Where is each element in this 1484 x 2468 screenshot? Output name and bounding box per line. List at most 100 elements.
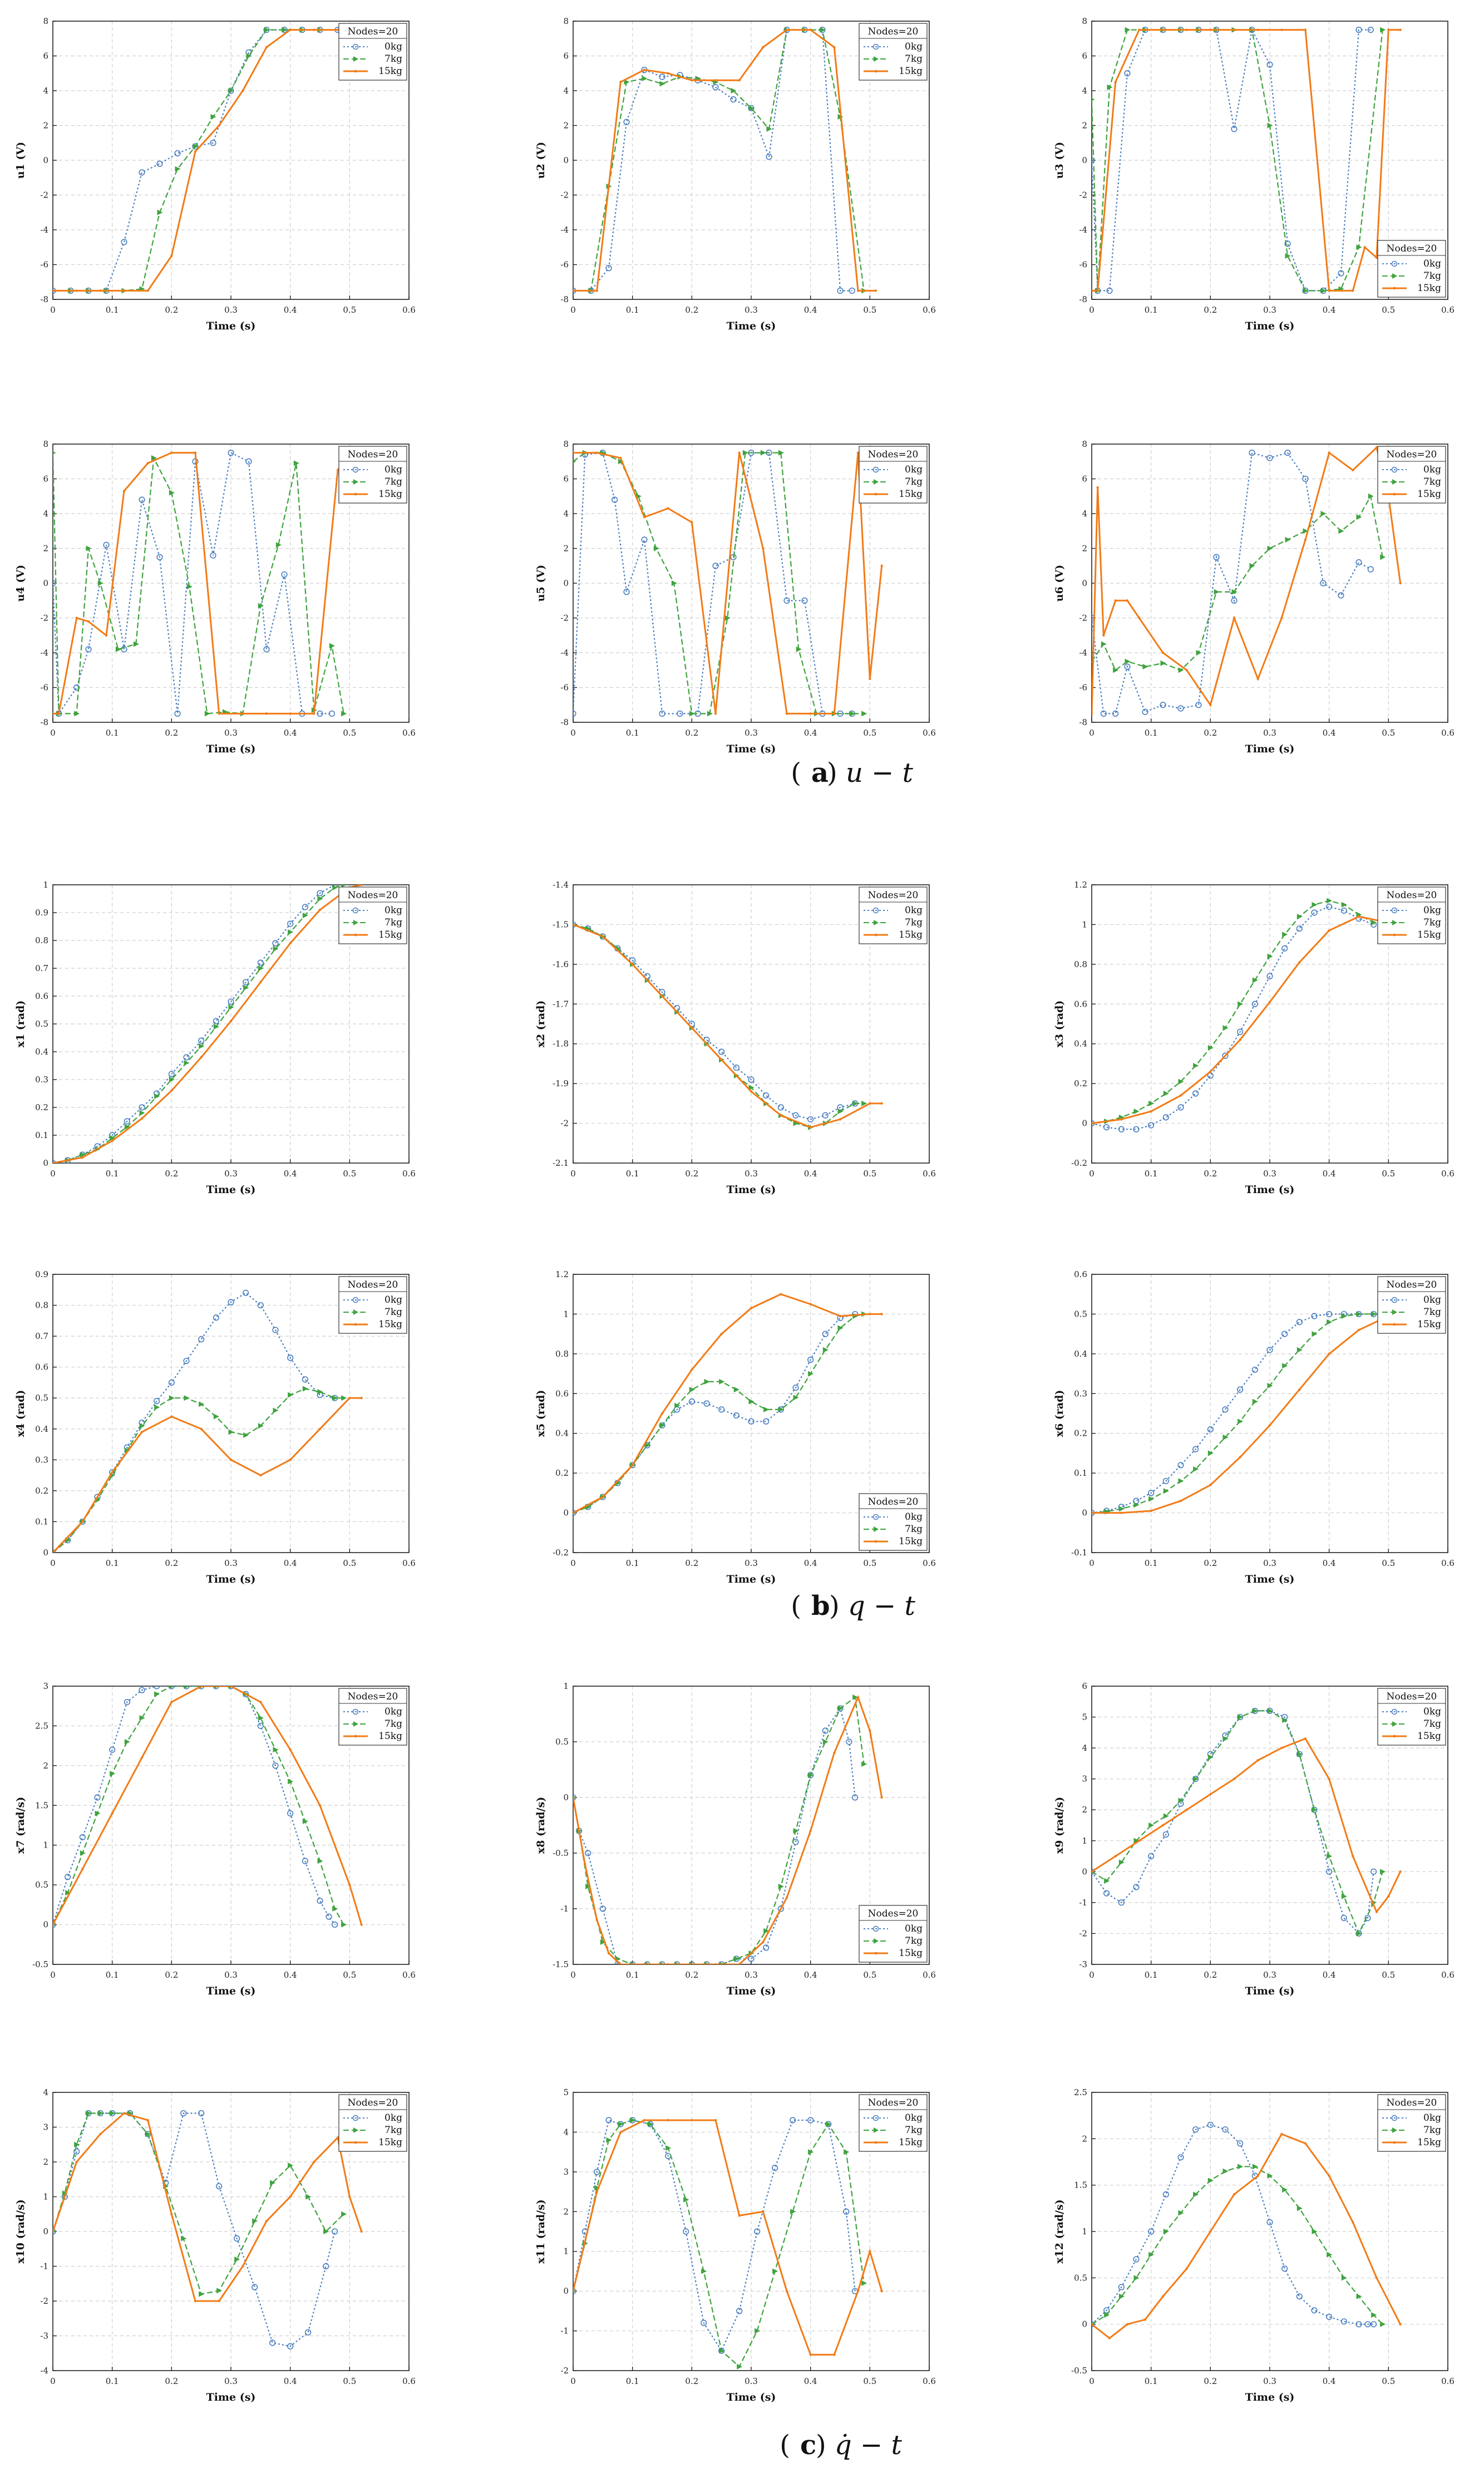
data-point-0kg [228,1299,234,1306]
y-tick-label: 2 [1082,2134,1087,2144]
x-axis-label: Time (s) [206,743,256,755]
x-tick-label: 0.2 [685,1169,698,1179]
data-point-7kg [820,27,826,33]
data-point-7kg [837,1706,844,1711]
series-layer [573,921,883,1130]
data-point-15kg [1239,1038,1241,1041]
data-point-0kg [1100,710,1107,717]
x-tick-label: 0.2 [165,728,178,738]
y-tick-label: -1.9 [553,1078,569,1088]
x-tick-label: 0.5 [343,2376,356,2386]
y-tick-label: 4 [1082,509,1087,519]
data-point-15kg [1298,1388,1301,1391]
series-line-15kg [53,885,362,1163]
data-point-0kg [718,1406,725,1413]
data-point-7kg [169,1686,175,1689]
x-tick-label: 0.2 [685,728,698,738]
data-point-15kg [691,1368,693,1371]
data-point-15kg [573,289,575,292]
chart-3: 0 0.1 0.2 0.3 0.4 0.5 0.6 -8 -6 -4 -2 0 2 4 6 8 Time (s)… [1053,16,1455,332]
data-point-0kg [807,1356,814,1363]
data-point-15kg [289,1748,292,1751]
x-tick-label: 0.4 [284,728,297,738]
data-point-7kg [793,1828,799,1834]
legend-label-7kg: 7kg [384,53,402,65]
legend-label-0kg: 0kg [384,1706,402,1717]
y-axis-label: u6 (V) [1053,565,1066,602]
data-point-0kg [156,160,163,167]
data-point-0kg [822,1112,829,1119]
data-point-7kg [186,584,193,590]
y-tick-label: 2 [563,2206,569,2216]
data-point-0kg [659,710,665,717]
data-point-15kg [1304,538,1307,541]
data-point-15kg [762,2210,765,2213]
y-tick-label: 4 [43,86,48,96]
legend-label-15kg: 15kg [899,1948,923,1959]
data-point-0kg [302,1858,308,1864]
legend-marker-0kg [1391,260,1398,267]
x-tick-label: 0.6 [923,1169,936,1179]
data-point-15kg [667,1963,669,1964]
data-point-15kg [856,451,860,454]
caption-c-open-paren: ( [780,2430,790,2461]
legend-label-15kg: 15kg [1417,929,1441,940]
data-point-15kg [880,564,883,567]
y-tick-label: 0 [1082,578,1087,588]
y-tick-label: 4 [1082,1743,1087,1753]
data-point-15kg [200,1686,203,1688]
data-point-15kg [170,254,173,258]
y-tick-label: 0 [43,578,48,588]
y-tick-label: -2 [40,190,48,200]
x-axis-label: Time (s) [1245,320,1295,332]
data-point-7kg [86,545,92,551]
y-tick-label: 0.4 [35,1424,48,1434]
y-tick-label: 0.5 [1074,1309,1087,1319]
data-point-0kg [174,710,181,717]
data-point-7kg [826,2121,832,2127]
series-layer [573,450,883,717]
y-tick-label: 1.5 [1074,2180,1087,2190]
legend-label-0kg: 0kg [1423,258,1441,269]
y-tick-label: -1 [1079,1898,1087,1908]
y-axis-label: x7 (rad/s) [14,1797,27,1854]
chart-1: 0 0.1 0.2 0.3 0.4 0.5 0.6 -8 -6 -4 -2 0 2 4 6 8 Time (s)… [14,16,416,332]
data-point-0kg [748,1418,755,1425]
legend-marker-0kg [352,2115,359,2121]
data-point-7kg [822,1739,829,1745]
data-point-7kg [1193,2191,1199,2198]
data-point-15kg [714,712,717,715]
data-point-7kg [341,2211,347,2217]
data-point-15kg [1387,1895,1390,1898]
data-point-7kg [317,1389,323,1395]
legend-label-15kg: 15kg [899,2137,923,2148]
x-tick-label: 0.6 [1441,2376,1455,2386]
data-point-0kg [718,1048,725,1055]
x-tick-label: 0.1 [626,1970,639,1980]
x-axis-label: Time (s) [1245,743,1295,755]
data-point-15kg [738,1963,741,1964]
y-axis-label: u4 (V) [14,565,27,602]
data-point-0kg [174,150,181,157]
data-point-0kg [272,1327,279,1333]
x-tick-label: 0.3 [224,1169,238,1179]
data-point-0kg [852,1794,859,1801]
data-point-15kg [1304,2142,1307,2145]
x-tick-label: 0.6 [1441,1558,1455,1568]
data-point-7kg [1238,1418,1244,1425]
data-point-15kg [1108,2337,1111,2339]
data-point-7kg [302,913,308,918]
x-tick-label: 0.4 [804,1970,817,1980]
x-axis-label: Time (s) [727,320,776,332]
data-point-7kg [1148,2252,1155,2258]
data-point-15kg [140,1117,144,1120]
y-tick-label: 0 [43,155,48,165]
data-point-15kg [53,2230,55,2233]
series-line-15kg [573,924,882,1129]
data-point-15kg [1114,81,1117,83]
data-point-15kg [1209,703,1212,706]
x-tick-label: 0.5 [863,728,876,738]
data-point-7kg [659,81,665,87]
data-point-0kg [1326,1868,1333,1875]
